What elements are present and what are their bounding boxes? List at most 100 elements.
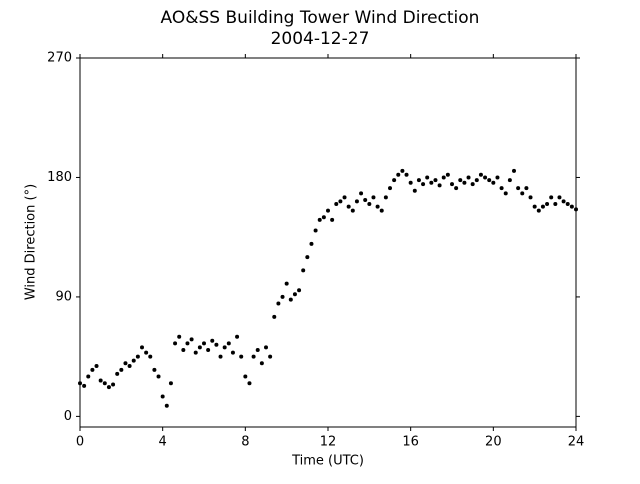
point [119,367,124,372]
point [292,292,297,297]
point [375,204,380,209]
point [425,175,430,180]
point [557,195,562,200]
point [450,182,454,187]
point [499,186,504,191]
point [247,381,252,386]
point [388,186,392,191]
y-tick-label: 90 [55,289,72,304]
point [210,338,215,343]
chart-subtitle: 2004-12-27 [271,29,370,49]
y-tick-label: 0 [64,409,72,424]
point [321,215,326,220]
point [202,341,206,346]
x-tick-label: 24 [568,435,585,450]
point [421,182,426,187]
point [507,178,512,183]
point [78,381,82,386]
point [396,172,401,177]
point [94,363,99,368]
point [363,198,368,203]
point [264,345,268,350]
point [404,172,409,177]
x-axis-label: Time (UTC) [291,454,364,469]
point [276,301,281,306]
point [197,345,202,350]
point [111,382,116,387]
point [512,168,516,173]
point [82,383,87,388]
point [379,208,384,213]
point [181,348,186,353]
point [334,202,339,207]
point [226,341,231,346]
point [102,381,107,386]
point [474,178,479,183]
point [106,385,111,390]
point [164,403,169,408]
point [483,175,488,180]
point [445,172,450,177]
point [235,334,240,339]
point [135,354,140,359]
point [160,394,165,399]
x-tick-label: 20 [485,435,502,450]
point [243,374,248,379]
point [524,186,529,191]
point [168,381,173,386]
point [412,188,417,193]
point [280,294,285,299]
point [454,186,459,191]
point [284,281,289,286]
point [408,180,413,185]
point [458,178,463,183]
point [367,202,372,207]
point [140,345,144,350]
y-tick-label: 180 [47,170,72,185]
point [354,199,359,204]
point [495,175,500,180]
point [86,374,91,379]
point [144,350,149,355]
point [115,371,120,376]
point [491,180,496,185]
point [392,178,397,183]
point [441,175,446,180]
point [297,288,302,293]
point [437,183,442,188]
point [359,191,364,196]
point [255,348,260,353]
point [185,341,190,346]
x-tick-label: 8 [241,435,249,450]
point [462,180,467,185]
point [545,202,550,207]
point [561,199,566,204]
point [98,378,103,383]
point [342,195,347,200]
point [239,354,244,359]
point [478,172,483,177]
point [466,175,471,180]
point [173,341,178,346]
point [346,204,351,209]
point [565,202,570,207]
x-tick-label: 4 [159,435,167,450]
point [268,354,273,359]
point [313,228,318,233]
point [540,204,545,209]
point [429,180,434,185]
point [309,241,314,246]
point [433,178,438,183]
point [383,195,388,200]
point [330,217,335,222]
point [400,168,405,173]
x-tick-label: 0 [76,435,84,450]
x-tick-label: 12 [320,435,337,450]
point [177,334,182,339]
point [131,358,136,363]
point [516,186,521,191]
point [305,255,310,260]
point [193,350,198,355]
point [222,345,227,350]
